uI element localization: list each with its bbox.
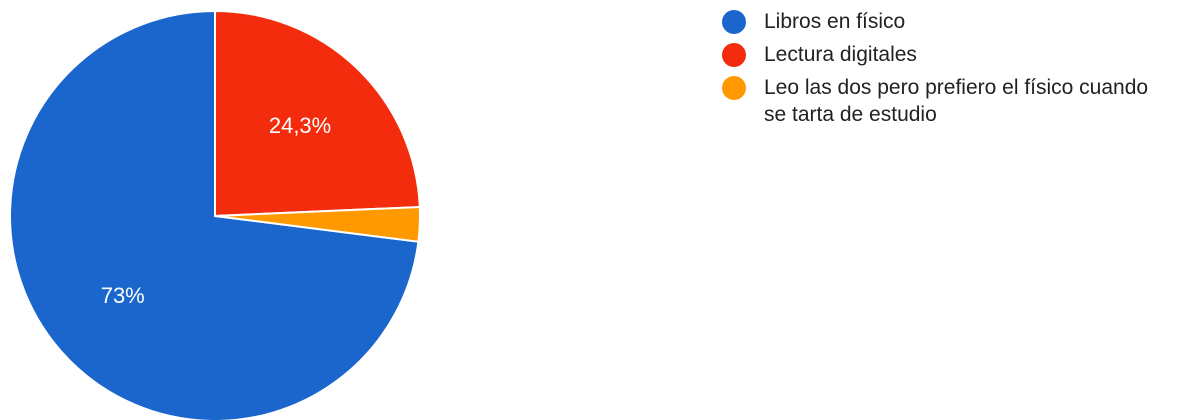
legend-swatch-libros-fisico xyxy=(722,10,746,34)
pie-chart: 73% 24,3% xyxy=(0,0,440,420)
legend-swatch-leo-las-dos xyxy=(722,76,746,100)
pie-svg: 73% 24,3% xyxy=(9,9,421,420)
pie-slice-label-0: 73% xyxy=(101,283,145,308)
legend-item-leo-las-dos: Leo las dos pero prefiero el físico cuan… xyxy=(722,74,1172,128)
legend-swatch-lectura-digitales xyxy=(722,43,746,67)
legend-item-lectura-digitales: Lectura digitales xyxy=(722,41,1172,68)
legend-label-leo-las-dos: Leo las dos pero prefiero el físico cuan… xyxy=(764,76,1149,126)
legend-label-lectura-digitales: Lectura digitales xyxy=(764,43,917,66)
legend-label-libros-fisico: Libros en físico xyxy=(764,10,906,33)
legend: Libros en físico Lectura digitales Leo l… xyxy=(722,8,1172,134)
legend-item-libros-fisico: Libros en físico xyxy=(722,8,1172,35)
pie-slice-2 xyxy=(214,205,421,243)
pie-slice-1 xyxy=(214,9,421,218)
pie-slice-label-1: 24,3% xyxy=(269,113,331,138)
